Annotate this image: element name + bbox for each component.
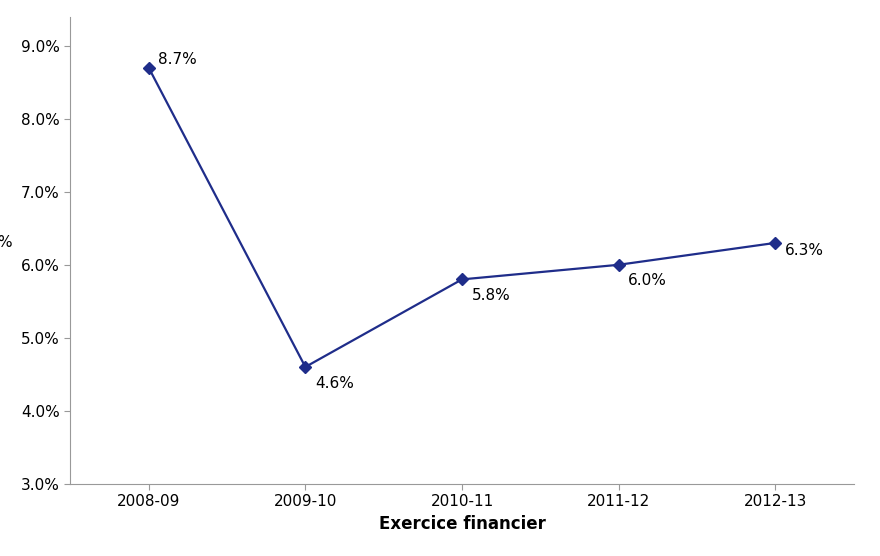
Y-axis label: %: % [0, 235, 11, 250]
Text: 6.3%: 6.3% [785, 243, 824, 257]
Text: 8.7%: 8.7% [158, 52, 197, 67]
Text: 4.6%: 4.6% [315, 375, 354, 390]
X-axis label: Exercice financier: Exercice financier [378, 515, 546, 533]
Text: 6.0%: 6.0% [628, 274, 667, 289]
Text: 5.8%: 5.8% [472, 288, 510, 303]
